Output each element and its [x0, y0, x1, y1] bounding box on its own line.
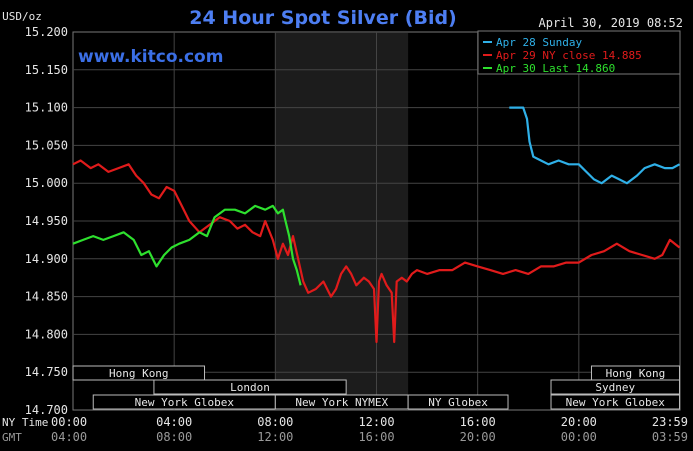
series-line-3 [72, 204, 302, 286]
x-tick-label: 08:00 [156, 430, 192, 444]
x-axis-row-label: NY Time [2, 416, 48, 429]
x-tick-label: 16:00 [460, 415, 496, 429]
session-label: New York Globex [566, 396, 666, 409]
y-tick-label: 15.150 [25, 63, 68, 77]
y-tick-label: 15.200 [25, 25, 68, 39]
session-bar [153, 379, 347, 395]
y-tick-label: 15.100 [25, 101, 68, 115]
y-axis-unit-label: USD/oz [2, 10, 42, 23]
x-tick-label: 12:00 [358, 415, 394, 429]
y-tick-label: 14.950 [25, 214, 68, 228]
x-tick-label: 23:59 [652, 415, 688, 429]
session-label: Hong Kong [109, 367, 169, 380]
series-line-1 [509, 106, 681, 185]
session-bar [550, 394, 680, 410]
x-tick-label: 00:00 [51, 415, 87, 429]
session-label: NY Globex [428, 396, 488, 409]
y-tick-label: 14.750 [25, 365, 68, 379]
session-label: London [230, 381, 270, 394]
session-label: New York NYMEX [295, 396, 388, 409]
legend-entry: Apr 29 NY close 14.885 [496, 49, 642, 62]
y-tick-label: 14.850 [25, 290, 68, 304]
session-label: Sydney [595, 381, 635, 394]
series-lines [72, 106, 681, 344]
session-label: Hong Kong [606, 367, 666, 380]
x-tick-label: 04:00 [51, 430, 87, 444]
y-tick-label: 14.800 [25, 327, 68, 341]
market-sessions: Hong Kong Hong Kong London Sydney New York G… [72, 365, 680, 410]
session-bar [407, 394, 509, 410]
x-tick-label: 00:00 [561, 430, 597, 444]
watermark-text: www.kitco.com [78, 47, 223, 67]
x-tick-label: 12:00 [257, 430, 293, 444]
y-tick-label: 14.900 [25, 252, 68, 266]
legend-entry: Apr 30 Last 14.860 [496, 62, 615, 75]
legend-entry: Apr 28 Sunday [496, 36, 582, 49]
session-bar [550, 379, 680, 395]
x-tick-label: 16:00 [358, 430, 394, 444]
x-tick-label: 04:00 [156, 415, 192, 429]
legend-box [477, 30, 681, 75]
session-label: New York Globex [135, 396, 235, 409]
x-axis: NY Time 00:00 04:00 08:00 12:00 16:00 20:00 23:… [2, 415, 688, 444]
series-line-2 [72, 159, 681, 344]
x-tick-label: 20:00 [561, 415, 597, 429]
y-axis-ticks: 15.200 15.150 15.100 15.050 15.000 14.950 14.9… [25, 25, 68, 417]
x-tick-label: 03:59 [652, 430, 688, 444]
y-tick-label: 15.050 [25, 138, 68, 152]
x-tick-label: 08:00 [257, 415, 293, 429]
chart-timestamp: April 30, 2019 08:52 [539, 16, 684, 30]
y-tick-label: 15.000 [25, 176, 68, 190]
y-tick-label: 14.700 [25, 403, 68, 417]
session-bar [72, 365, 206, 381]
chart-title: 24 Hour Spot Silver (Bid) [189, 7, 456, 29]
x-axis-row-label: GMT [2, 431, 22, 444]
x-tick-label: 20:00 [460, 430, 496, 444]
